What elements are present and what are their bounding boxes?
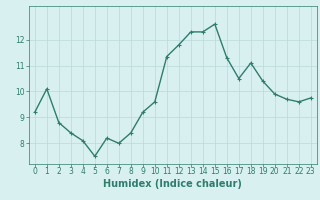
X-axis label: Humidex (Indice chaleur): Humidex (Indice chaleur): [103, 179, 242, 189]
